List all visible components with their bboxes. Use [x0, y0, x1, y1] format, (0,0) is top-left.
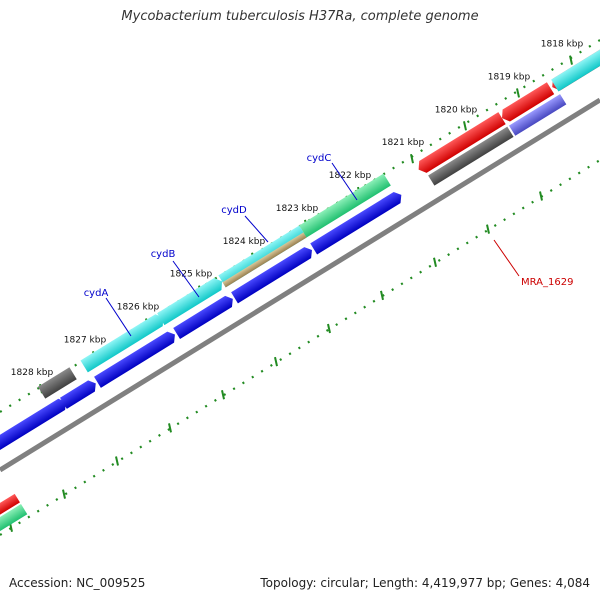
- ruler-major-tick: [327, 323, 331, 334]
- ruler-major-tick: [410, 153, 414, 164]
- topology-summary: Topology: circular; Length: 4,419,977 bp…: [260, 576, 590, 590]
- gene-tan[interactable]: [222, 232, 307, 288]
- cds-forward[interactable]: [310, 189, 404, 255]
- gene-label-cydD[interactable]: cydD: [221, 205, 247, 216]
- gene-labels: cydC cydD cydB cydA MRA_1629: [84, 153, 573, 337]
- ruler-major-tick: [380, 290, 384, 301]
- ruler-major-tick: [516, 88, 520, 98]
- ruler-tick-label: 1826 kbp: [117, 302, 160, 312]
- gene-gray[interactable]: [37, 367, 77, 399]
- gene-green[interactable]: [299, 173, 391, 238]
- gene-track: [0, 34, 600, 453]
- cds-forward[interactable]: [0, 396, 69, 453]
- gene-label-cydA[interactable]: cydA: [84, 288, 109, 299]
- ruler-tick-label: 1819 kbp: [488, 72, 531, 82]
- ruler-tick-label: 1828 kbp: [11, 368, 54, 378]
- ruler-major-tick: [221, 390, 225, 400]
- cds-reverse[interactable]: [415, 112, 506, 175]
- ruler-major-tick: [274, 356, 278, 367]
- genome-backbone: [0, 97, 600, 473]
- gene-cyan[interactable]: [157, 275, 226, 326]
- ruler-tick-label: 1823 kbp: [276, 204, 319, 214]
- ruler-tick-label: 1824 kbp: [223, 237, 266, 247]
- lower-features: [0, 493, 28, 536]
- ruler-major-tick: [539, 191, 543, 201]
- inner-ruler: [0, 159, 600, 536]
- ruler-major-tick: [433, 257, 437, 267]
- gene-label-cydC[interactable]: cydC: [307, 153, 332, 164]
- ruler-major-tick: [569, 55, 573, 65]
- gene-purple[interactable]: [508, 94, 567, 136]
- ruler-tick-label: 1821 kbp: [382, 138, 425, 148]
- accession-text: Accession: NC_009525: [9, 576, 146, 590]
- gene-label-MRA_1629[interactable]: MRA_1629: [521, 277, 573, 288]
- ruler-tick-label: 1825 kbp: [170, 270, 213, 280]
- ruler-tick-label: 1818 kbp: [541, 40, 584, 50]
- gene-cyan[interactable]: [80, 312, 167, 373]
- map-title: Mycobacterium tuberculosis H37Ra, comple…: [121, 9, 479, 24]
- cds-forward[interactable]: [231, 244, 315, 304]
- ruler-major-tick: [168, 423, 172, 433]
- cds-reverse[interactable]: [0, 493, 20, 524]
- ruler-tick-label: 1827 kbp: [64, 335, 107, 345]
- ruler-major-tick: [463, 121, 467, 131]
- gene-green[interactable]: [0, 504, 28, 536]
- ruler-major-tick: [62, 489, 66, 499]
- ruler-major-tick: [115, 456, 119, 466]
- cds-forward[interactable]: [94, 329, 178, 388]
- gene-cyan[interactable]: [551, 37, 600, 92]
- cds-forward[interactable]: [60, 378, 99, 409]
- cds-forward[interactable]: [173, 293, 236, 340]
- ruler-tick-label: 1822 kbp: [329, 171, 372, 181]
- gene-label-cydB[interactable]: cydB: [151, 249, 176, 260]
- ruler-tick-label: 1820 kbp: [435, 105, 478, 115]
- cds-reverse[interactable]: [498, 82, 555, 124]
- gene-gray[interactable]: [428, 126, 514, 186]
- ruler-major-tick: [486, 224, 490, 234]
